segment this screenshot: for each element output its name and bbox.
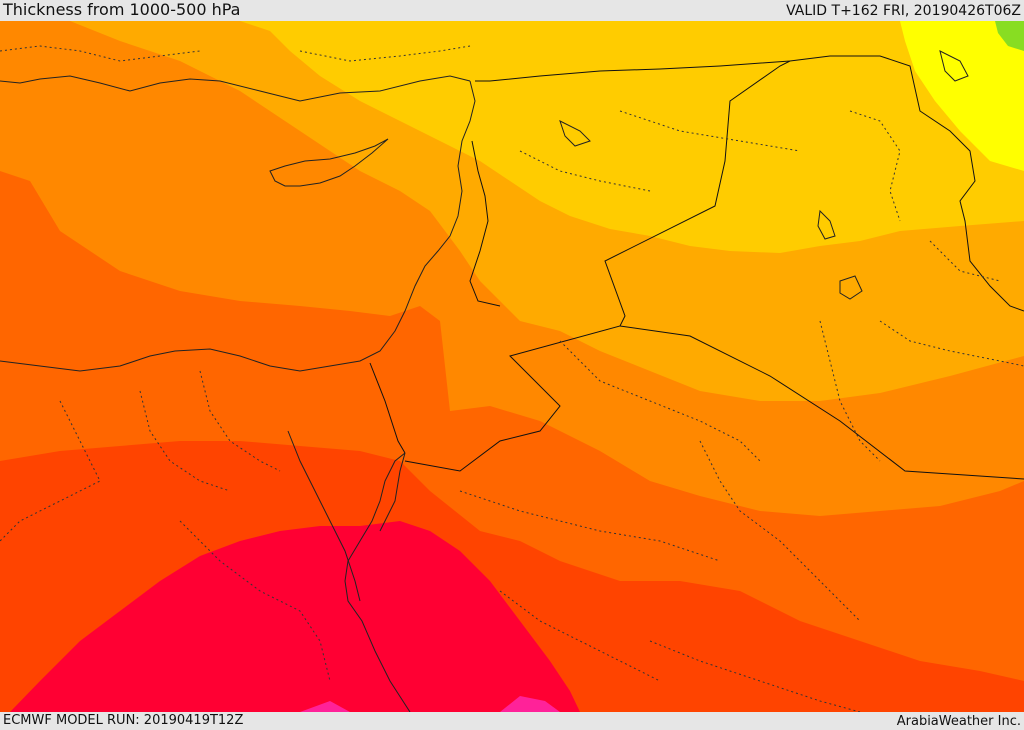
- credit-label: ArabiaWeather Inc.: [896, 714, 1021, 729]
- country-borders: [369, 55, 1024, 480]
- map-header: Thickness from 1000-500 hPa VALID T+162 …: [0, 0, 1024, 21]
- band-yellow: [900, 21, 1024, 171]
- map-footer: ECMWF MODEL RUN: 20190419T12Z ArabiaWeat…: [0, 712, 1024, 729]
- band-crimson: [10, 521, 580, 712]
- valid-time: VALID T+162 FRI, 20190426T06Z: [786, 3, 1021, 19]
- band-light-orange: [240, 21, 1024, 253]
- map-title: Thickness from 1000-500 hPa: [3, 0, 241, 19]
- model-run-label: ECMWF MODEL RUN: 20190419T12Z: [3, 713, 244, 728]
- coastlines: [0, 50, 969, 712]
- band-green-spot: [995, 21, 1024, 51]
- regional-boundaries: [0, 45, 1024, 712]
- band-magenta: [300, 696, 560, 712]
- thickness-map: [0, 21, 1024, 712]
